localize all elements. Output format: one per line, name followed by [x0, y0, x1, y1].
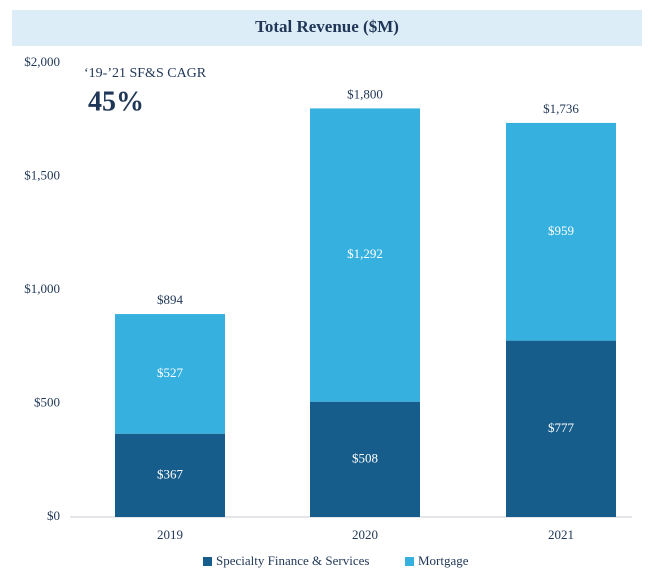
- y-tick-label: $2,000: [24, 54, 60, 69]
- legend-label: Specialty Finance & Services: [216, 553, 369, 568]
- bar-segment: [310, 401, 420, 517]
- bar-segment: [506, 340, 616, 517]
- data-label: $508: [352, 450, 378, 465]
- data-label: $527: [157, 365, 184, 380]
- data-label: $777: [548, 420, 575, 435]
- x-tick-label: 2021: [548, 527, 574, 542]
- title-bar: [12, 10, 642, 46]
- bar-segment: [115, 314, 225, 434]
- data-label: $959: [548, 223, 574, 238]
- data-label: $367: [157, 466, 184, 481]
- legend-swatch: [203, 557, 212, 566]
- y-tick-label: $500: [34, 394, 60, 409]
- bar-segment: [506, 122, 616, 341]
- legend-label: Mortgage: [418, 553, 469, 568]
- bar-segment: [115, 433, 225, 517]
- chart-title: Total Revenue ($M): [255, 17, 399, 36]
- annotation: 45%: [88, 86, 144, 117]
- total-label: $1,800: [347, 86, 383, 101]
- y-tick-label: $1,000: [24, 281, 60, 296]
- total-label: $1,736: [543, 101, 579, 116]
- y-tick-label: $1,500: [24, 167, 60, 182]
- total-label: $894: [157, 292, 184, 307]
- data-label: $1,292: [347, 246, 383, 261]
- annotation: ‘19-’21 SF&S CAGR: [84, 66, 207, 81]
- legend-swatch: [405, 557, 414, 566]
- x-tick-label: 2019: [157, 527, 183, 542]
- bar-segment: [310, 108, 420, 402]
- x-tick-label: 2020: [352, 527, 378, 542]
- y-tick-label: $0: [47, 508, 60, 523]
